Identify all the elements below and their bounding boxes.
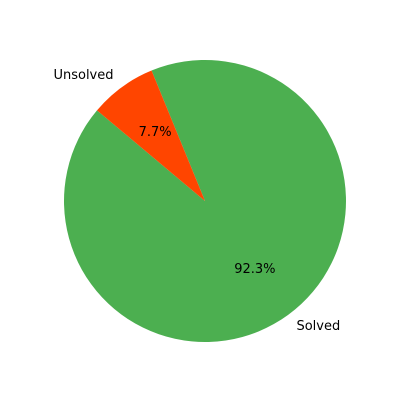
pie-label-unsolved: Unsolved [53,68,113,83]
pie-slices [63,59,346,343]
pie-pct-solved: 92.3% [234,262,275,277]
pie-slice-unsolved [96,70,205,201]
pie-labels: Solved 92.3% Unsolved 7.7% [53,68,340,334]
pie-label-solved: Solved [296,319,340,334]
pie-pct-unsolved: 7.7% [139,125,172,140]
pie-slice-solved [63,59,346,343]
